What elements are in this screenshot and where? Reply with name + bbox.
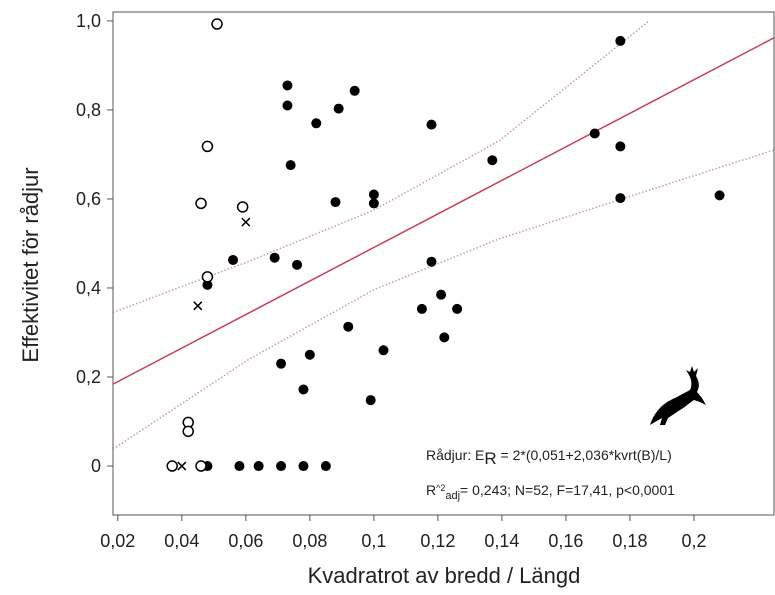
annotation-part: ^2 — [436, 483, 445, 493]
point — [234, 461, 245, 472]
point — [285, 160, 296, 171]
y-tick-label: 0 — [91, 456, 101, 476]
annotation-part: = 2*(0,051+2,036*kvrt(B)/L) — [497, 447, 672, 463]
point — [292, 259, 303, 270]
point — [304, 349, 315, 360]
y-tick-label: 0,8 — [76, 100, 101, 120]
point — [426, 119, 437, 130]
x-tick-label: 0,02 — [100, 531, 135, 551]
point — [436, 289, 447, 300]
point — [202, 279, 213, 290]
point — [177, 461, 187, 471]
confidence-lower — [113, 149, 774, 450]
x-tick-label: 0,16 — [548, 531, 583, 551]
point — [311, 118, 322, 129]
point — [330, 197, 341, 208]
point — [253, 461, 264, 472]
point — [365, 395, 376, 406]
y-tick-label: 0,2 — [76, 367, 101, 387]
annotation-part: R — [484, 449, 496, 468]
point — [166, 460, 178, 472]
point — [298, 461, 309, 472]
y-axis-label: Effektivitet för rådjur — [18, 167, 43, 362]
point — [201, 140, 214, 153]
x-tick-label: 0,12 — [420, 531, 455, 551]
point — [452, 303, 463, 314]
point — [714, 190, 725, 201]
point — [615, 193, 626, 204]
point — [195, 460, 207, 472]
point — [195, 197, 207, 210]
annotation: Rådjur: ER = 2*(0,051+2,036*kvrt(B)/L) — [426, 447, 672, 468]
point — [320, 461, 331, 472]
annotation-part: = 0,243; N=52, F=17,41, p<0,0001 — [460, 482, 675, 498]
point — [298, 384, 309, 395]
annotation-part: adj — [445, 490, 460, 502]
point — [439, 332, 450, 343]
point — [368, 198, 379, 209]
point — [416, 303, 427, 314]
point — [269, 252, 280, 263]
point — [282, 80, 293, 91]
annotation-part: R — [426, 482, 436, 498]
point — [276, 358, 287, 369]
point — [487, 155, 498, 166]
confidence-upper — [113, 20, 650, 314]
point — [615, 141, 626, 152]
point — [426, 256, 437, 267]
x-tick-label: 0,2 — [681, 531, 706, 551]
point — [236, 201, 249, 213]
annotation: R^2adj= 0,243; N=52, F=17,41, p<0,0001 — [426, 482, 675, 502]
point — [201, 271, 214, 283]
x-tick-label: 0,08 — [292, 531, 327, 551]
fit-line — [113, 37, 774, 385]
annotation-part: Rådjur: E — [426, 447, 484, 463]
x-tick-label: 0,06 — [228, 531, 263, 551]
point — [343, 321, 354, 332]
x-tick-label: 0,14 — [484, 531, 519, 551]
point — [211, 18, 223, 30]
point — [228, 254, 239, 265]
point — [615, 35, 626, 46]
point — [333, 103, 344, 114]
y-tick-label: 0,6 — [76, 189, 101, 209]
point — [368, 189, 379, 200]
point — [193, 301, 203, 311]
deer-icon — [650, 366, 706, 425]
point — [182, 425, 194, 438]
y-tick-label: 1,0 — [76, 11, 101, 31]
x-tick-label: 0,1 — [361, 531, 386, 551]
point — [589, 128, 600, 139]
y-tick-label: 0,4 — [76, 278, 101, 298]
x-tick-label: 0,04 — [164, 531, 199, 551]
point — [282, 100, 293, 111]
x-tick-label: 0,18 — [612, 531, 647, 551]
point — [349, 85, 360, 96]
x-axis-label: Kvadratrot av bredd / Längd — [308, 563, 581, 588]
point — [241, 217, 251, 227]
point — [276, 461, 287, 472]
point — [378, 345, 389, 356]
plot-frame — [112, 11, 775, 516]
